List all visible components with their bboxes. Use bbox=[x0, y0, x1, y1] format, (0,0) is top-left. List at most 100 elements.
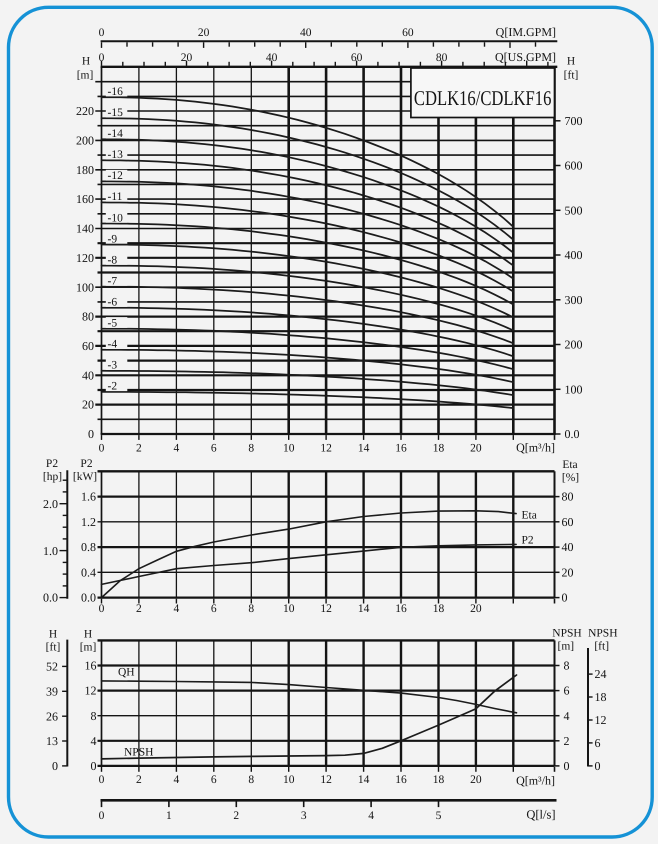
svg-text:4: 4 bbox=[368, 810, 374, 822]
svg-text:-4: -4 bbox=[108, 339, 118, 351]
svg-text:60: 60 bbox=[562, 515, 574, 529]
svg-text:18: 18 bbox=[433, 774, 445, 786]
svg-text:2: 2 bbox=[233, 810, 239, 822]
svg-text:Q[l/s]: Q[l/s] bbox=[526, 808, 555, 822]
svg-text:12: 12 bbox=[320, 774, 332, 786]
svg-text:H: H bbox=[567, 56, 575, 68]
svg-text:20: 20 bbox=[470, 774, 482, 786]
svg-text:0: 0 bbox=[99, 810, 105, 822]
svg-text:-2: -2 bbox=[108, 381, 118, 393]
svg-text:6: 6 bbox=[595, 736, 601, 750]
svg-text:H: H bbox=[49, 629, 57, 641]
svg-text:14: 14 bbox=[358, 774, 370, 786]
svg-text:80: 80 bbox=[436, 52, 448, 64]
svg-text:0: 0 bbox=[99, 52, 105, 64]
svg-text:8: 8 bbox=[564, 659, 570, 673]
svg-text:H: H bbox=[84, 629, 92, 641]
svg-text:100: 100 bbox=[76, 280, 94, 294]
svg-text:[m]: [m] bbox=[80, 642, 97, 654]
svg-text:[m]: [m] bbox=[557, 641, 574, 653]
svg-text:1.2: 1.2 bbox=[81, 515, 96, 529]
svg-text:Q[US.GPM]: Q[US.GPM] bbox=[495, 50, 556, 64]
svg-text:[ft]: [ft] bbox=[46, 642, 61, 654]
svg-text:-15: -15 bbox=[108, 107, 124, 119]
svg-text:CDLK16/CDLKF16: CDLK16/CDLKF16 bbox=[414, 86, 552, 110]
svg-text:20: 20 bbox=[470, 603, 482, 615]
svg-text:200: 200 bbox=[565, 338, 583, 352]
svg-text:0: 0 bbox=[595, 759, 601, 773]
svg-text:8: 8 bbox=[248, 603, 254, 615]
svg-text:-10: -10 bbox=[108, 212, 124, 224]
svg-text:700: 700 bbox=[565, 114, 583, 128]
svg-text:4: 4 bbox=[174, 774, 180, 786]
svg-text:12: 12 bbox=[320, 442, 332, 454]
svg-text:16: 16 bbox=[395, 774, 407, 786]
svg-text:2: 2 bbox=[564, 734, 570, 748]
svg-text:[hp]: [hp] bbox=[43, 471, 62, 483]
svg-text:[kW]: [kW] bbox=[73, 471, 97, 483]
svg-text:6: 6 bbox=[211, 774, 217, 786]
svg-text:6: 6 bbox=[211, 442, 217, 454]
svg-text:[%]: [%] bbox=[562, 472, 579, 484]
svg-text:0.4: 0.4 bbox=[81, 565, 96, 579]
svg-text:5: 5 bbox=[436, 810, 442, 822]
svg-text:0: 0 bbox=[88, 427, 94, 441]
svg-text:20: 20 bbox=[181, 52, 193, 64]
svg-text:[ft]: [ft] bbox=[594, 641, 609, 653]
svg-text:600: 600 bbox=[565, 159, 583, 173]
svg-text:60: 60 bbox=[402, 27, 414, 39]
svg-text:10: 10 bbox=[283, 603, 295, 615]
svg-text:14: 14 bbox=[358, 442, 370, 454]
svg-text:-11: -11 bbox=[108, 191, 123, 203]
svg-text:60: 60 bbox=[82, 339, 94, 353]
svg-text:0: 0 bbox=[52, 759, 58, 773]
svg-text:18: 18 bbox=[433, 442, 445, 454]
svg-text:20: 20 bbox=[562, 565, 574, 579]
svg-text:-13: -13 bbox=[108, 149, 124, 161]
svg-text:2: 2 bbox=[136, 774, 142, 786]
svg-text:300: 300 bbox=[565, 293, 583, 307]
svg-text:8: 8 bbox=[91, 709, 97, 723]
svg-text:-16: -16 bbox=[108, 86, 124, 98]
svg-text:2: 2 bbox=[136, 603, 142, 615]
svg-text:6: 6 bbox=[564, 684, 570, 698]
svg-text:40: 40 bbox=[266, 52, 278, 64]
svg-text:14: 14 bbox=[358, 603, 370, 615]
svg-text:Eta: Eta bbox=[522, 510, 537, 522]
svg-text:500: 500 bbox=[565, 203, 583, 217]
svg-text:24: 24 bbox=[595, 667, 607, 681]
svg-text:80: 80 bbox=[82, 310, 94, 324]
svg-text:12: 12 bbox=[320, 603, 332, 615]
svg-text:40: 40 bbox=[562, 540, 574, 554]
svg-text:1.0: 1.0 bbox=[43, 544, 58, 558]
svg-text:0: 0 bbox=[99, 442, 105, 454]
svg-text:12: 12 bbox=[85, 684, 97, 698]
svg-text:QH: QH bbox=[118, 667, 135, 679]
svg-text:120: 120 bbox=[76, 251, 94, 265]
svg-text:220: 220 bbox=[76, 104, 94, 118]
svg-text:0: 0 bbox=[562, 591, 568, 605]
svg-text:P2: P2 bbox=[80, 458, 92, 470]
svg-text:Q[m³/h]: Q[m³/h] bbox=[516, 774, 555, 788]
svg-text:20: 20 bbox=[82, 398, 94, 412]
svg-text:-14: -14 bbox=[108, 128, 124, 140]
svg-text:180: 180 bbox=[76, 163, 94, 177]
svg-text:-6: -6 bbox=[108, 297, 118, 309]
svg-text:-3: -3 bbox=[108, 360, 118, 372]
svg-text:0: 0 bbox=[99, 774, 105, 786]
svg-text:10: 10 bbox=[283, 442, 295, 454]
svg-text:0: 0 bbox=[91, 759, 97, 773]
svg-text:NPSH: NPSH bbox=[588, 628, 617, 640]
svg-text:0: 0 bbox=[99, 603, 105, 615]
svg-text:-8: -8 bbox=[108, 254, 118, 266]
svg-text:Q[IM.GPM]: Q[IM.GPM] bbox=[496, 25, 556, 39]
svg-text:40: 40 bbox=[82, 368, 94, 382]
svg-text:6: 6 bbox=[211, 603, 217, 615]
svg-text:3: 3 bbox=[301, 810, 307, 822]
svg-text:2: 2 bbox=[136, 442, 142, 454]
svg-text:140: 140 bbox=[76, 222, 94, 236]
svg-text:26: 26 bbox=[46, 709, 58, 723]
svg-text:400: 400 bbox=[565, 248, 583, 262]
svg-text:0.0: 0.0 bbox=[565, 427, 580, 441]
svg-text:0: 0 bbox=[564, 759, 570, 773]
